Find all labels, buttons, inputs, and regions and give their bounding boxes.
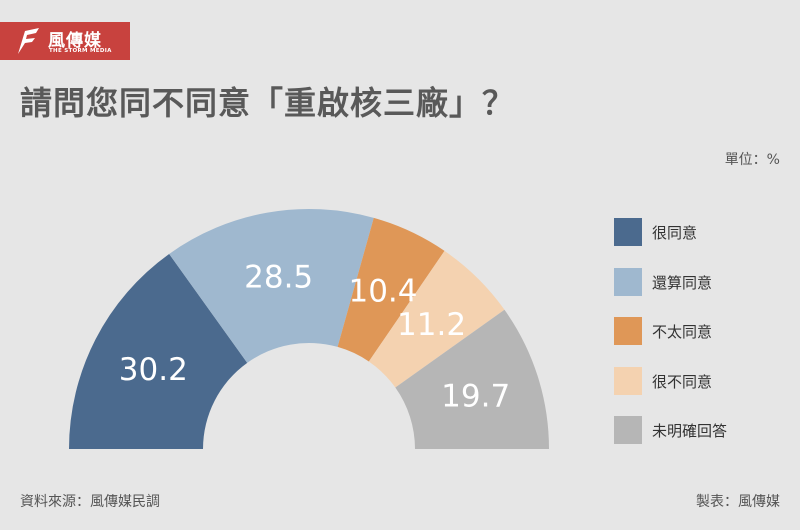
chart-slices — [69, 208, 549, 449]
legend-label: 很同意 — [652, 224, 698, 242]
legend-item: 還算同意 — [614, 267, 794, 296]
legend-label: 還算同意 — [652, 273, 713, 292]
unit-label: 單位：% — [724, 152, 780, 168]
legend-swatch — [614, 218, 642, 246]
chart-credit: 製表：風傳媒 — [696, 494, 780, 510]
legend-item: 很同意 — [614, 218, 794, 246]
legend-swatch — [614, 366, 642, 395]
logo-name: 風傳媒 — [48, 31, 102, 51]
chart-title: 請問您同不同意「重啟核三廠」？ — [20, 84, 516, 122]
legend-swatch — [614, 267, 642, 296]
slice-value-label: 30.2 — [119, 352, 188, 388]
slice-value-label: 28.5 — [244, 260, 313, 296]
slice-value-label: 11.2 — [397, 307, 466, 343]
slice-3 — [337, 217, 445, 362]
legend-label: 不太同意 — [652, 323, 713, 341]
legend-item: 不太同意 — [614, 317, 794, 345]
slice-value-label: 19.7 — [441, 379, 510, 415]
legend-swatch — [614, 416, 642, 444]
slice-value-label: 10.4 — [348, 273, 417, 309]
legend-item: 很不同意 — [614, 366, 794, 395]
wind-logo-icon — [18, 28, 39, 54]
brand-logo: 風傳媒 THE STORM MEDIA — [0, 22, 130, 60]
legend-swatch — [614, 317, 642, 345]
slice-2 — [169, 208, 374, 363]
chart-data-labels: 30.2 28.5 10.411.2 19.7 — [119, 260, 510, 415]
slice-4 — [368, 250, 505, 388]
logo-subtitle: THE STORM MEDIA — [49, 48, 112, 54]
legend-item: 未明確回答 — [614, 416, 794, 444]
slice-5 — [395, 309, 549, 449]
data-source: 資料來源：風傳媒民調 — [20, 494, 160, 510]
legend-label: 未明確回答 — [652, 422, 728, 440]
slice-1 — [69, 253, 248, 449]
legend-label: 很不同意 — [652, 372, 713, 391]
